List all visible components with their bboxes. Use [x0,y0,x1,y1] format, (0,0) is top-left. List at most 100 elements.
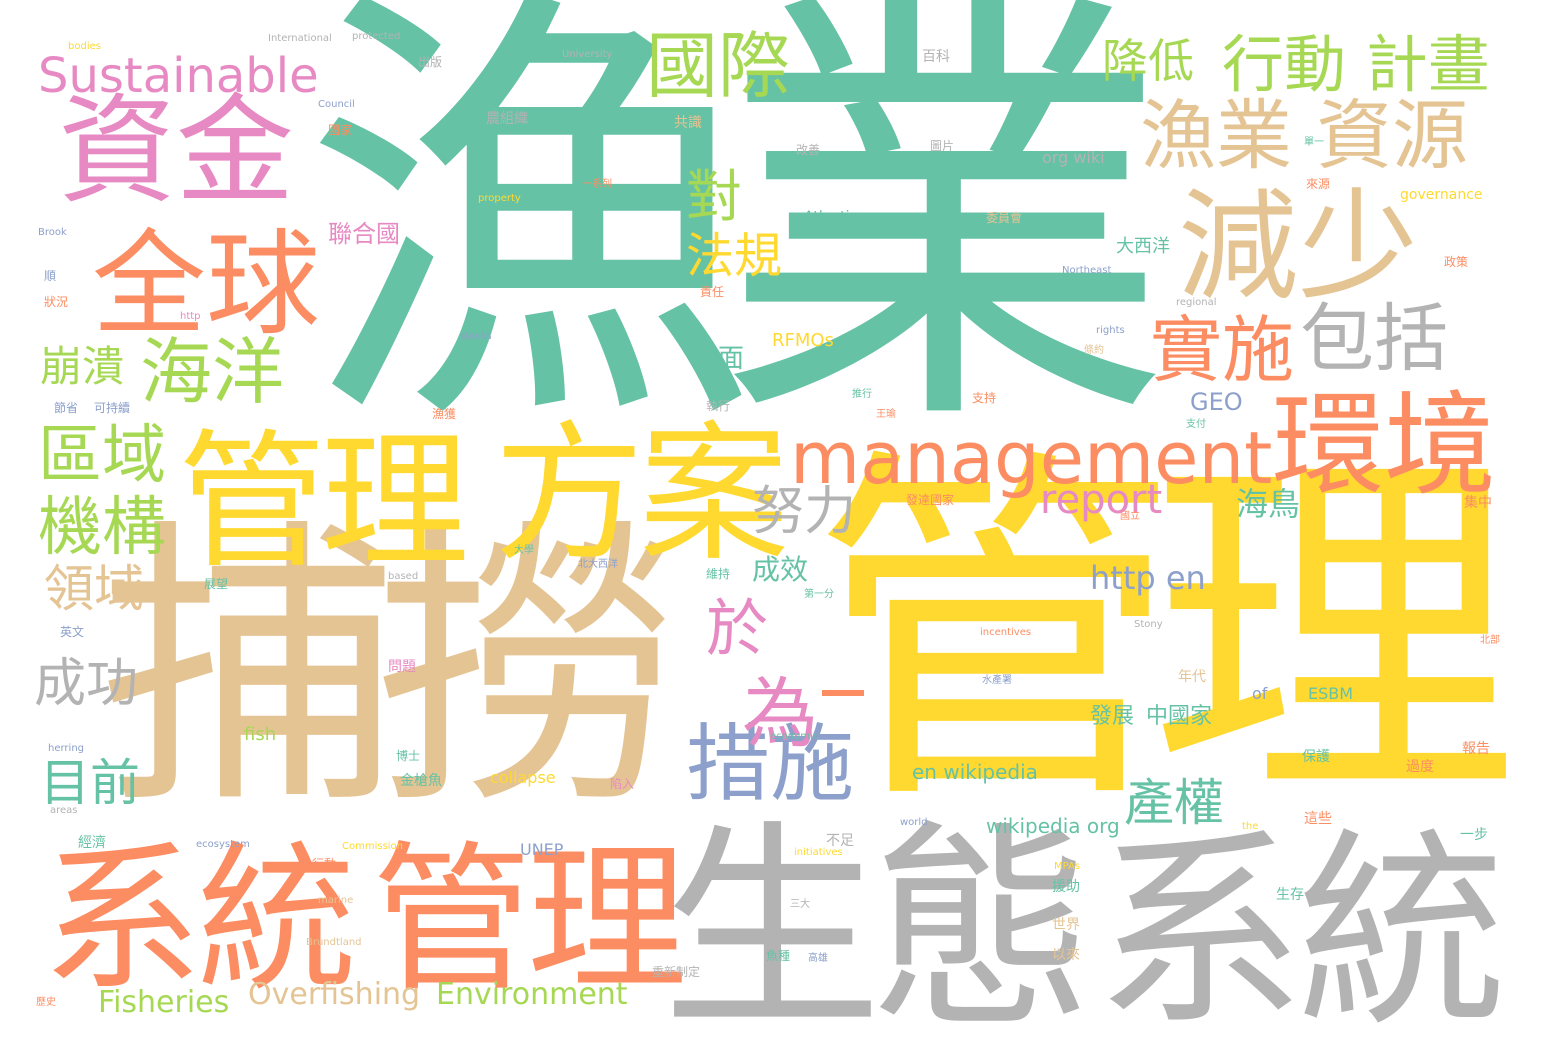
word-huanjing: 環境 [1272,381,1496,511]
word-fagui: 法規 [686,228,783,284]
word-ecosystem: ecosystem [196,839,250,850]
word-wenti: 問題 [388,659,416,675]
word-http-en: http en [1090,559,1206,597]
word-economic: economic [770,731,819,742]
word-International: International [268,33,332,44]
word-RFMOs: RFMOs [772,330,834,351]
word-xuyao: 需要 [576,268,609,287]
word-tupian: 圖片 [930,139,955,153]
word-guanli-orange: 管理 [372,826,687,1013]
word-yanghuo: 援助 [1052,879,1080,895]
word-bushi: 博士 [396,749,421,763]
word-yixilie: 一系列 [582,179,612,190]
word-ESBM: ESBM [1308,684,1354,703]
word-daxue: 大學 [514,545,534,556]
word-Brook: Brook [38,227,67,238]
word-weiyuanhui: 委員會 [986,211,1023,225]
word-jingji: 經濟 [78,835,106,851]
word-herring: herring [48,743,85,754]
word-bengkui: 崩潰 [40,342,125,391]
word-UNEP: UNEP [520,840,564,859]
word-the: the [1242,821,1259,832]
word-shijie: 世界 [1052,917,1080,933]
word-protected: protected [352,31,401,42]
word-niandai: 年代 [1178,669,1206,685]
word-xianru: 陷入 [610,777,635,791]
word-guanli-big: 管理 [812,419,1518,848]
word-chuban: 出版 [418,55,443,69]
word-xitong-orange: 系統 [42,826,357,1013]
word-guanli-yellow: 管理 [178,416,469,588]
word-management: management [790,416,1273,500]
word-zhongguojia: 中國家 [1146,704,1213,729]
word-fisheries: Fisheries [98,985,230,1020]
word-yuye: 漁業 [302,0,1172,482]
word-Brundtland: Brundtland [306,937,362,948]
word-haiyang: 海洋 [140,330,285,414]
word-beidaxiyang: 北大西洋 [578,559,618,570]
word-jiangdi: 降低 [1102,34,1194,88]
word-wangyu: 王瑜 [876,409,896,420]
word-environment: Environment [436,977,628,1012]
word-jizhong: 集中 [1464,495,1492,511]
word-tiaoyue: 條約 [1084,345,1104,356]
word-fangan: 方案 [494,408,789,582]
word-bodies: bodies [68,41,101,52]
word-incentives: incentives [980,627,1032,638]
word-Stony: Stony [1134,619,1163,630]
word-weichi: 維持 [706,567,731,581]
word-lingyu: 領域 [44,560,144,618]
word-gaoxiong: 高雄 [808,953,828,964]
word-overfishing: Overfishing [248,977,421,1012]
word-initiatives: initiatives [794,847,843,858]
word-shuo: 順 [44,269,57,283]
word-chenggong: 成功 [34,654,139,714]
word-quyu: 區域 [38,419,166,493]
word-hainiao: 海鳥 [1236,485,1301,523]
word-zijin: 資金 [58,82,295,220]
word-lishi: 歷史 [36,997,56,1008]
word-baike: 百科 [922,49,950,65]
word-governance: governance [1400,187,1483,203]
word-Atlantic: Atlantic [804,209,858,225]
word-jianshao: 減少 [1178,178,1418,317]
word-baokuo: 包括 [1300,296,1448,382]
word-cuoshi: 措施 [686,715,855,813]
word-report: report [1040,477,1163,523]
word-guoli: 國立 [1120,511,1140,522]
word-en-wikipedia: en wikipedia [912,760,1038,784]
word-stocks: stocks [460,331,492,342]
word-diyifen: 第一分 [804,589,834,600]
word-nuli: 努力 [752,482,857,542]
word-sanda: 三大 [790,899,810,910]
word-University: University [562,49,613,60]
word-org-wiki: org wiki [1042,148,1105,167]
word-zeren: 責任 [700,285,725,299]
word-quanqiu: 全球 [92,218,321,351]
word-shengtai: 生態 [662,802,1092,1052]
word-laiyuan: 來源 [1306,177,1331,191]
word-chengxiao: 成效 [752,553,809,586]
word-of: of [1252,684,1268,703]
word-zhixing: 執行 [706,399,731,413]
dash-mark [822,690,864,696]
word-guodu: 過度 [1406,759,1434,775]
word-marine: marine [318,895,354,906]
word-baohu: 保護 [1302,749,1330,765]
word-wei: 為 [742,669,818,758]
word-zhexie: 這些 [1304,811,1332,827]
word-lianheguo: 聯合國 [328,220,400,248]
word-shuichanju: 水產署 [982,675,1012,686]
word-xitong-grey: 系統 [1095,810,1507,1052]
word-guojia: 國家 [328,123,353,137]
word-zhichi: 支持 [972,391,997,405]
word-jiesheng: 節省 [54,401,79,415]
word-chanquan: 產權 [1124,774,1224,832]
word-xingdong: 行動 [312,857,337,871]
word-kechixu: 可持續 [94,401,131,415]
word-Northeast: Northeast [1062,265,1112,276]
word-jigou: 機構 [38,491,166,565]
word-Council: Council [318,99,355,110]
word-fazhanguojia: 發達國家 [906,493,955,507]
word-dui: 對 [686,165,742,230]
